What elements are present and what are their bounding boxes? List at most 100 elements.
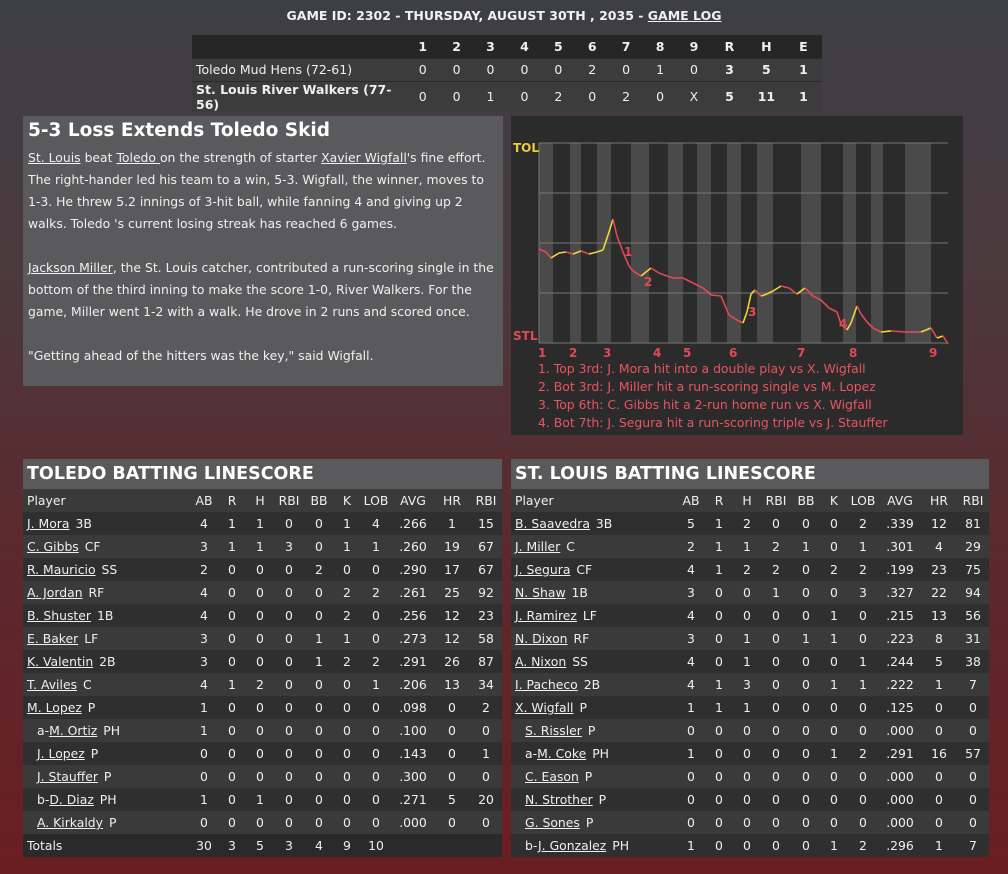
inning-header-4: 4 — [520, 38, 529, 54]
inning-score: 0 — [689, 62, 698, 77]
stat-ab: 1 — [687, 700, 695, 715]
stat-hr: 22 — [931, 585, 947, 600]
story-text: , the St. Louis catcher, contributed a r… — [28, 260, 494, 319]
stat-k: 0 — [830, 585, 838, 600]
jackson-miller-link[interactable]: Jackson Miller — [28, 260, 113, 275]
stat-avg: .223 — [886, 631, 914, 646]
player-link[interactable]: J. Segura — [515, 562, 571, 577]
wp-line-segment — [596, 249, 604, 253]
stat-rbi: 94 — [965, 585, 981, 600]
player-link[interactable]: D. Diaz — [49, 792, 94, 807]
player-link[interactable]: A. Nixon — [515, 654, 567, 669]
player-link[interactable]: S. Rissler — [525, 723, 582, 738]
column-header-rbi: RBI — [957, 489, 989, 512]
stat-ab: 4 — [200, 608, 208, 623]
player-link[interactable]: J. Lopez — [37, 746, 85, 761]
stat-h: 0 — [743, 746, 751, 761]
stat-h: 2 — [743, 516, 751, 531]
batter-cell: K. Valentin 2B — [23, 650, 190, 673]
player-link[interactable]: E. Baker — [27, 631, 79, 646]
player-link[interactable]: N. Shaw — [515, 585, 566, 600]
batter-cell: C. Gibbs CF — [23, 535, 190, 558]
total-k: 9 — [334, 834, 360, 857]
xavier-wigfall-link[interactable]: Xavier Wigfall — [321, 150, 407, 165]
player-link[interactable]: J. Gonzalez — [538, 838, 607, 853]
stat-bb: 1 — [315, 654, 323, 669]
column-header-r: R — [705, 489, 733, 512]
player-link[interactable]: R. Mauricio — [27, 562, 96, 577]
stat-lob: 0 — [859, 700, 867, 715]
linescore-team-header — [192, 35, 406, 58]
stat-h: 0 — [256, 654, 264, 669]
wp-line-segment — [666, 275, 674, 279]
toledo-link[interactable]: Toledo — [116, 150, 160, 165]
stat-r: 0 — [228, 585, 236, 600]
stat-avg: .215 — [886, 608, 914, 623]
stlouis-link[interactable]: St. Louis — [28, 150, 81, 165]
inning-label: 2 — [569, 346, 577, 360]
wp-line-segment — [880, 330, 892, 333]
column-header-lob: LOB — [360, 489, 392, 512]
stat-lob: 0 — [372, 792, 380, 807]
player-link[interactable]: C. Gibbs — [27, 539, 79, 554]
stat-r: 0 — [228, 654, 236, 669]
player-link[interactable]: J. Mora — [27, 516, 70, 531]
player-link[interactable]: A. Jordan — [27, 585, 83, 600]
stat-k: 0 — [830, 769, 838, 784]
stat-h: 1 — [256, 539, 264, 554]
player-link[interactable]: N. Dixon — [515, 631, 568, 646]
stat-ab: 4 — [200, 677, 208, 692]
player-link[interactable]: N. Strother — [525, 792, 593, 807]
stat-lob: 0 — [859, 815, 867, 830]
wp-line-segment — [840, 323, 848, 331]
stat-bb: 0 — [802, 654, 810, 669]
player-position: PH — [612, 838, 630, 853]
batter-row: J. Stauffer P 0 0 0 0 0 0 0 .300 0 0 — [23, 765, 502, 788]
runs-total: 5 — [725, 89, 734, 104]
inning-score: 2 — [622, 89, 631, 104]
stat-ab: 3 — [200, 654, 208, 669]
player-link[interactable]: C. Eason — [525, 769, 579, 784]
player-link[interactable]: B. Saavedra — [515, 516, 590, 531]
player-link[interactable]: T. Aviles — [27, 677, 78, 692]
player-link[interactable]: M. Lopez — [27, 700, 82, 715]
stat-ab: 3 — [687, 585, 695, 600]
wp-line-segment — [608, 218, 614, 233]
player-link[interactable]: B. Shuster — [27, 608, 91, 623]
stat-avg: .222 — [886, 677, 914, 692]
player-link[interactable]: A. Kirkaldy — [37, 815, 103, 830]
wp-line-segment — [650, 267, 660, 274]
player-position: PH — [103, 723, 121, 738]
toledo-batting-title: TOLEDO BATTING LINESCORE — [23, 459, 502, 489]
stat-avg: .000 — [886, 723, 914, 738]
player-position: PH — [592, 746, 609, 761]
player-link[interactable]: I. Pacheco — [515, 677, 578, 692]
game-log-link[interactable]: GAME LOG — [647, 8, 722, 23]
stat-r: 0 — [228, 792, 236, 807]
player-position: 1B — [571, 585, 588, 600]
player-position: CF — [576, 562, 593, 577]
player-link[interactable]: X. Wigfall — [515, 700, 574, 715]
batter-row: b-D. Diaz PH 1 0 1 0 0 0 0 .271 5 20 — [23, 788, 502, 811]
player-link[interactable]: M. Ortiz — [49, 723, 98, 738]
runs-total: 3 — [725, 62, 734, 77]
player-link[interactable]: M. Coke — [537, 746, 587, 761]
batter-row: a-M. Coke PH 1 0 0 0 0 1 2 .291 16 57 — [511, 742, 989, 765]
player-position: C — [566, 539, 575, 554]
stat-r: 1 — [715, 539, 723, 554]
column-header-player: Player — [23, 489, 190, 512]
player-link[interactable]: J. Stauffer — [37, 769, 98, 784]
stat-rbi: 0 — [482, 815, 490, 830]
player-link[interactable]: J. Miller — [515, 539, 561, 554]
player-link[interactable]: K. Valentin — [27, 654, 94, 669]
column-header-ab: AB — [190, 489, 218, 512]
player-link[interactable]: J. Ramirez — [515, 608, 577, 623]
stat-avg: .266 — [399, 516, 427, 531]
batter-cell: A. Kirkaldy P — [23, 811, 190, 834]
stat-k: 0 — [343, 700, 351, 715]
wp-line-segment — [856, 305, 862, 315]
stat-k: 2 — [343, 654, 351, 669]
player-link[interactable]: G. Sones — [525, 815, 580, 830]
wp-line-segment — [545, 251, 552, 259]
wp-marker-label: 3 — [748, 305, 756, 319]
